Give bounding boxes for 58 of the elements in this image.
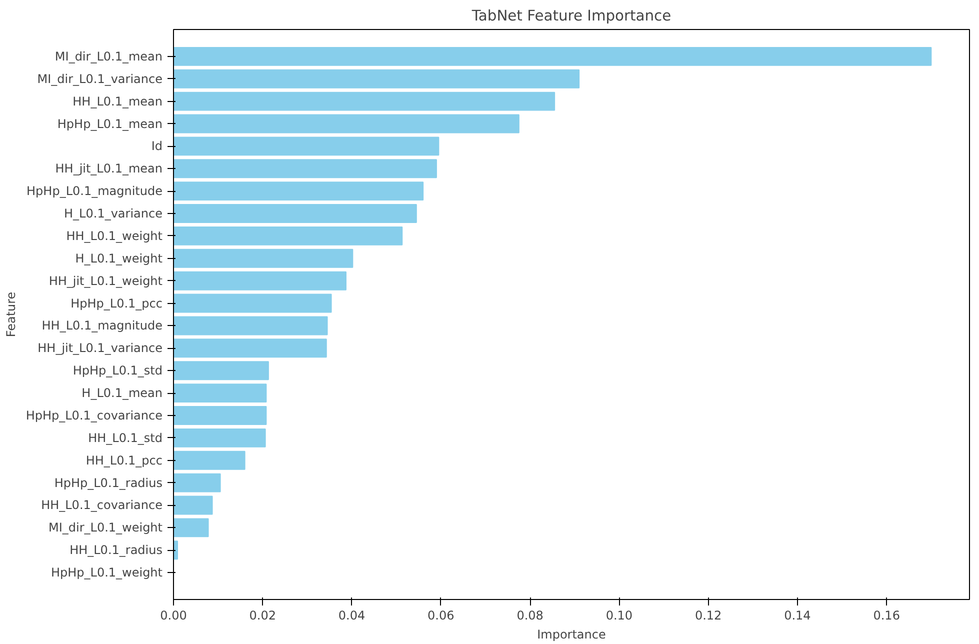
bar [174,384,267,403]
y-tick-label: HH_L0.1_pcc [86,453,163,468]
y-tick-label: HH_L0.1_std [88,430,162,445]
bar [174,316,328,336]
bar [174,182,424,201]
bar [174,496,213,515]
x-axis-title: Importance [537,628,606,642]
bar [174,518,209,538]
x-tick-label: 0.04 [338,608,366,622]
bar [174,136,440,156]
y-tick-label: Id [151,139,162,154]
bar [174,294,332,313]
bar [174,450,246,470]
bar [174,406,267,425]
y-tick-label: HpHp_L0.1_radius [54,476,163,490]
bar [174,159,437,178]
x-tick-label: 0.06 [428,608,454,622]
x-tick-label: 0.14 [784,608,811,622]
y-tick-label: HH_jit_L0.1_mean [55,162,163,176]
y-tick-label: HpHp_L0.1_covariance [26,408,163,422]
y-tick-label: HH_L0.1_radius [70,543,163,558]
bar [174,204,417,223]
y-tick-label: HpHp_L0.1_magnitude [26,184,163,198]
y-tick-label: HH_L0.1_magnitude [42,318,163,333]
y-tick-label: HH_L0.1_weight [66,228,163,243]
bar [174,473,221,492]
chart-title: TabNet Feature Importance [470,8,672,24]
x-tick-label: 0.02 [249,608,276,622]
y-tick-label: HpHp_L0.1_std [72,364,162,378]
bar [174,361,269,380]
y-tick-label: HH_L0.1_covariance [41,498,163,512]
bar [174,338,327,358]
bar [174,69,580,88]
bar [174,114,520,134]
bar [174,428,266,448]
y-tick-label: H_L0.1_mean [82,386,163,400]
y-tick-label: HH_L0.1_mean [72,94,163,108]
y-tick-label: MI_dir_L0.1_variance [37,72,163,86]
y-axis-title: Feature [4,292,18,338]
x-tick-label: 0.08 [516,608,544,622]
y-tick-label: HpHp_L0.1_mean [57,116,163,131]
y-tick-label: HH_jit_L0.1_weight [48,274,163,288]
x-tick-label: 0.12 [694,608,722,622]
bar [174,92,556,111]
bar [174,271,346,290]
x-tick-label: 0.16 [873,608,900,622]
y-tick-label: H_L0.1_variance [64,206,163,221]
y-tick-label: MI_dir_L0.1_mean [54,49,162,64]
y-tick-label: HpHp_L0.1_pcc [70,296,163,310]
bar [174,248,354,268]
bar [174,226,403,246]
y-tick-label: HH_jit_L0.1_variance [38,341,163,356]
x-tick-label: 0.00 [160,608,187,622]
bar [174,46,932,66]
y-tick-label: H_L0.1_weight [75,251,163,266]
y-tick-label: MI_dir_L0.1_weight [48,520,163,535]
x-tick-label: 0.10 [606,608,633,622]
y-tick-label: HpHp_L0.1_weight [50,566,163,580]
